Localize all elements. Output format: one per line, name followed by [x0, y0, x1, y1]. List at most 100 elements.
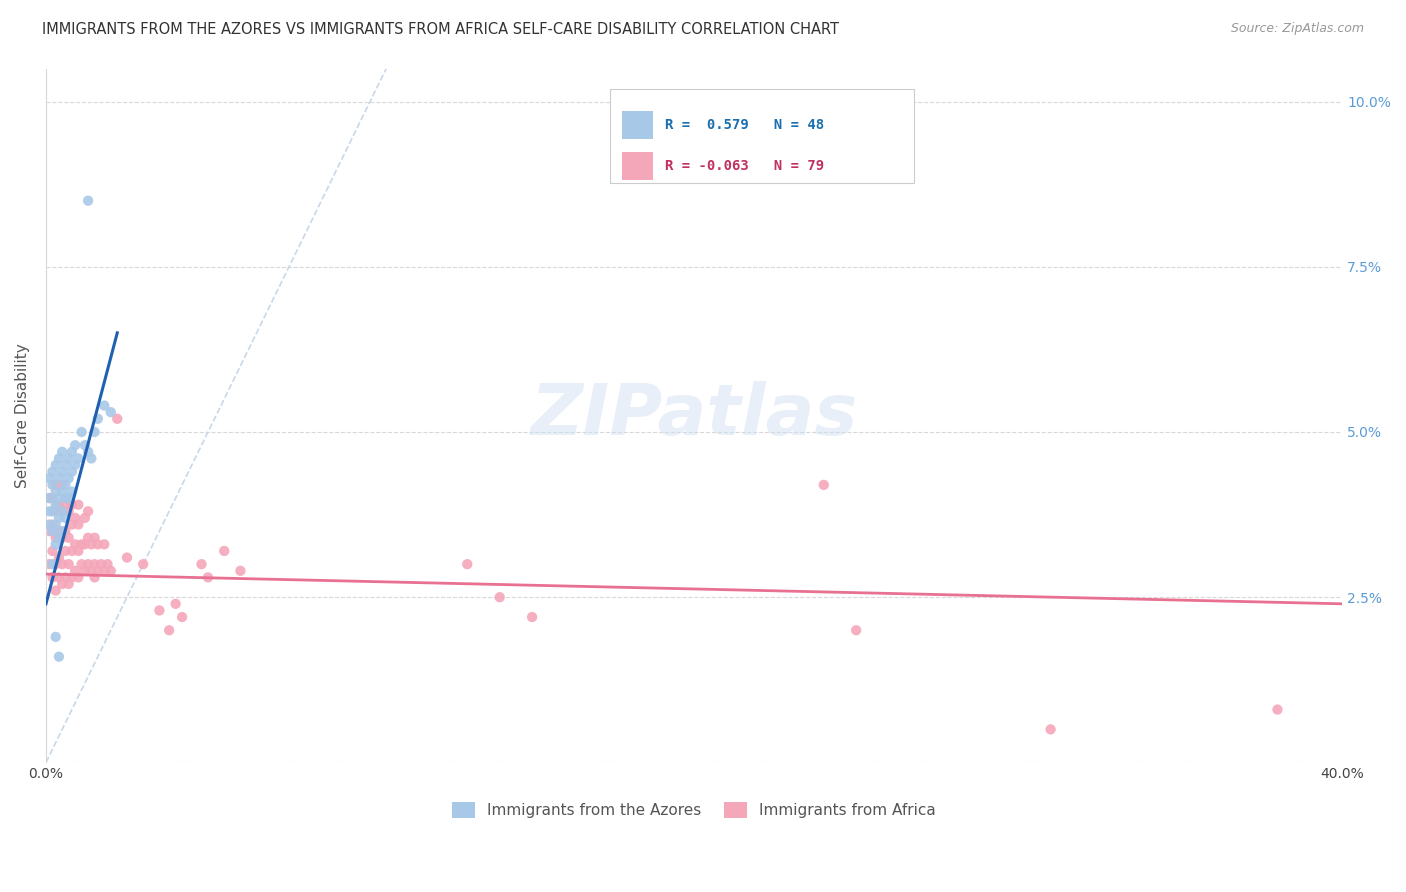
- Point: [45, 458, 67, 472]
- Point: [77, 445, 100, 459]
- Text: R =  0.579   N = 48: R = 0.579 N = 48: [665, 118, 824, 132]
- Point: [48, 471, 70, 485]
- Point: [38, 471, 60, 485]
- Point: [51, 504, 73, 518]
- Point: [73, 511, 96, 525]
- Point: [48, 531, 70, 545]
- Point: [51, 557, 73, 571]
- Point: [93, 399, 115, 413]
- Point: [45, 537, 67, 551]
- Point: [67, 451, 90, 466]
- Point: [67, 517, 90, 532]
- Point: [38, 491, 60, 505]
- Point: [70, 557, 93, 571]
- Point: [60, 570, 83, 584]
- Point: [48, 498, 70, 512]
- Point: [813, 478, 835, 492]
- Point: [83, 570, 105, 584]
- Point: [60, 544, 83, 558]
- Point: [41, 465, 63, 479]
- Point: [60, 498, 83, 512]
- Bar: [621, 153, 652, 180]
- Point: [45, 478, 67, 492]
- Point: [93, 537, 115, 551]
- Point: [70, 425, 93, 439]
- Point: [77, 504, 100, 518]
- Point: [48, 550, 70, 565]
- Point: [48, 570, 70, 584]
- Point: [41, 570, 63, 584]
- Point: [93, 564, 115, 578]
- Point: [38, 524, 60, 538]
- Point: [58, 557, 80, 571]
- Point: [60, 484, 83, 499]
- Text: Source: ZipAtlas.com: Source: ZipAtlas.com: [1230, 22, 1364, 36]
- Legend: Immigrants from the Azores, Immigrants from Africa: Immigrants from the Azores, Immigrants f…: [446, 796, 942, 824]
- Point: [41, 524, 63, 538]
- Point: [51, 524, 73, 538]
- Point: [73, 537, 96, 551]
- Point: [55, 478, 77, 492]
- Point: [48, 491, 70, 505]
- Point: [38, 557, 60, 571]
- Point: [63, 458, 86, 472]
- Point: [77, 531, 100, 545]
- Point: [212, 544, 235, 558]
- Point: [1267, 702, 1289, 716]
- Bar: [610, 89, 914, 183]
- Point: [80, 564, 103, 578]
- Point: [55, 498, 77, 512]
- Point: [51, 577, 73, 591]
- Point: [41, 491, 63, 505]
- Point: [51, 531, 73, 545]
- Point: [41, 557, 63, 571]
- Point: [157, 624, 180, 638]
- Point: [45, 583, 67, 598]
- Point: [87, 537, 110, 551]
- Point: [55, 544, 77, 558]
- Point: [488, 591, 510, 605]
- Point: [100, 564, 122, 578]
- Point: [60, 465, 83, 479]
- Point: [48, 451, 70, 466]
- Point: [63, 511, 86, 525]
- Point: [83, 425, 105, 439]
- Point: [51, 484, 73, 499]
- Point: [165, 597, 187, 611]
- Point: [51, 465, 73, 479]
- Point: [55, 570, 77, 584]
- Point: [83, 557, 105, 571]
- Point: [77, 557, 100, 571]
- Point: [60, 517, 83, 532]
- Point: [96, 557, 118, 571]
- Point: [55, 511, 77, 525]
- Point: [172, 610, 194, 624]
- Point: [55, 458, 77, 472]
- Point: [197, 570, 219, 584]
- Point: [70, 537, 93, 551]
- Point: [41, 504, 63, 518]
- Point: [73, 564, 96, 578]
- Point: [58, 531, 80, 545]
- Point: [45, 498, 67, 512]
- Point: [45, 517, 67, 532]
- Point: [45, 484, 67, 499]
- Point: [38, 504, 60, 518]
- Point: [58, 451, 80, 466]
- Point: [77, 194, 100, 208]
- Point: [190, 557, 212, 571]
- Point: [845, 624, 868, 638]
- Point: [45, 531, 67, 545]
- Point: [132, 557, 155, 571]
- Point: [63, 537, 86, 551]
- Point: [58, 504, 80, 518]
- Point: [83, 531, 105, 545]
- Point: [45, 630, 67, 644]
- Point: [48, 649, 70, 664]
- Point: [51, 504, 73, 518]
- Point: [80, 451, 103, 466]
- Point: [55, 491, 77, 505]
- Point: [48, 524, 70, 538]
- Point: [38, 491, 60, 505]
- Text: ZIPatlas: ZIPatlas: [530, 381, 858, 450]
